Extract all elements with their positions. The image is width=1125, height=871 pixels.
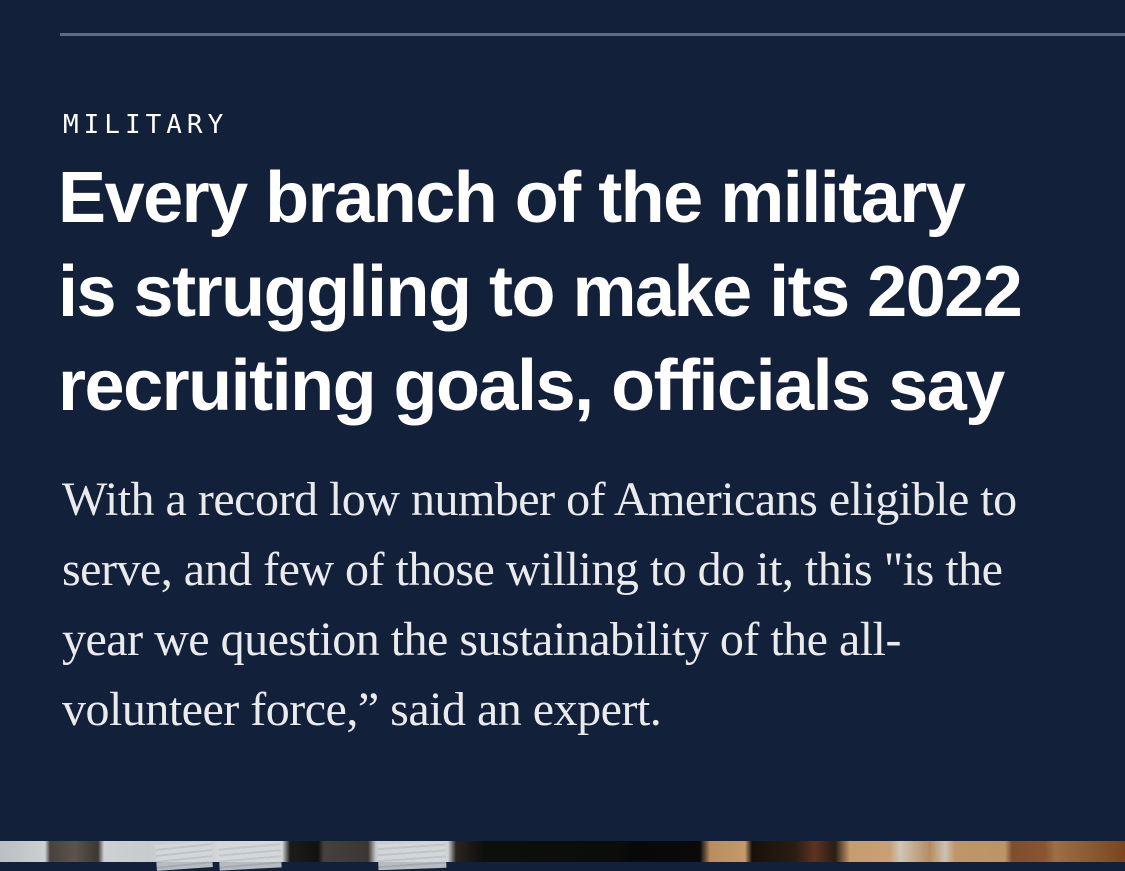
article-headline: Every branch of the military is struggli…	[58, 158, 1023, 426]
hero-image	[0, 841, 1125, 871]
article-dek: With a record low number of Americans el…	[62, 473, 1017, 736]
top-divider	[60, 33, 1125, 36]
photo-fragment	[218, 841, 282, 871]
photo-fragment	[377, 841, 447, 871]
category-kicker-link[interactable]: MILITARY	[63, 110, 229, 140]
photo-fragment	[155, 841, 213, 871]
